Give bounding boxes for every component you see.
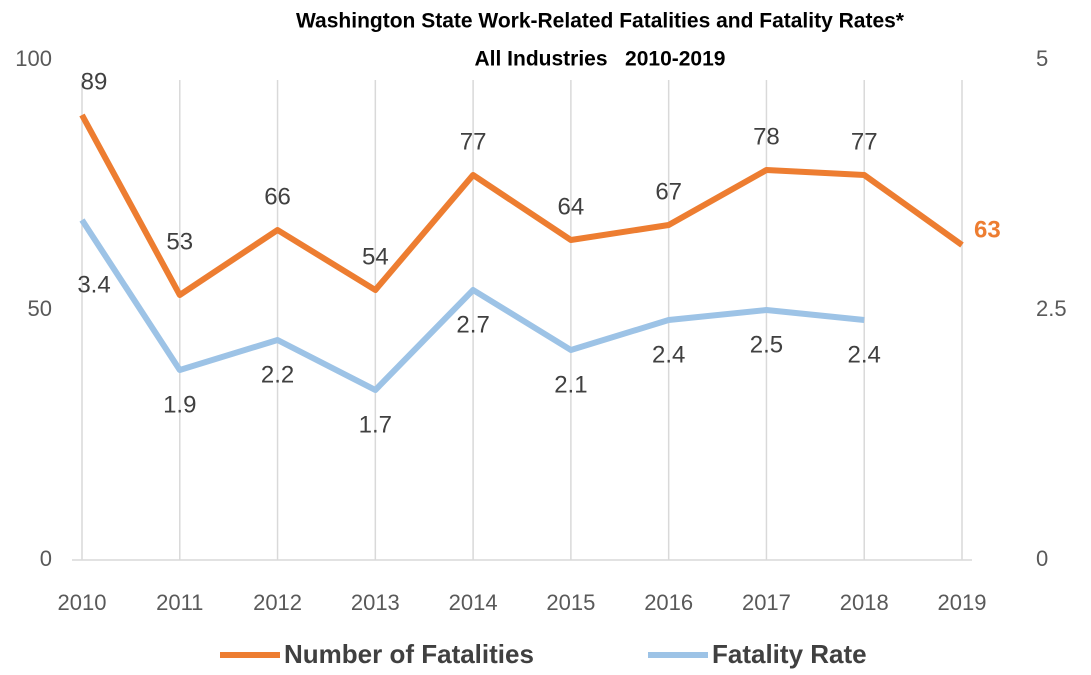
chart-subtitle: All Industries 2010-2019 bbox=[475, 48, 726, 71]
data-label: 2.4 bbox=[652, 341, 685, 368]
data-label: 77 bbox=[851, 128, 878, 155]
y-tick-label: 50 bbox=[28, 296, 52, 321]
data-label: 66 bbox=[264, 183, 291, 210]
data-label: 2.1 bbox=[554, 371, 587, 398]
data-label: 54 bbox=[362, 243, 389, 270]
x-tick-label: 2016 bbox=[644, 590, 693, 615]
legend-label: Number of Fatalities bbox=[284, 639, 534, 669]
x-tick-label: 2011 bbox=[156, 590, 203, 615]
chart-title: Washington State Work-Related Fatalities… bbox=[296, 10, 905, 33]
data-label: 77 bbox=[460, 128, 487, 155]
y-tick-label: 0 bbox=[40, 546, 52, 571]
data-label: 78 bbox=[753, 123, 780, 150]
data-label: 2.7 bbox=[456, 311, 489, 338]
data-label: 1.9 bbox=[163, 391, 196, 418]
data-label: 2.4 bbox=[848, 341, 881, 368]
y2-tick-label: 2.5 bbox=[1036, 296, 1067, 321]
x-tick-label: 2015 bbox=[546, 590, 595, 615]
y2-tick-label: 0 bbox=[1036, 546, 1048, 571]
series-line bbox=[79, 218, 865, 393]
x-tick-label: 2010 bbox=[58, 590, 107, 615]
x-tick-label: 2019 bbox=[938, 590, 987, 615]
data-label: 64 bbox=[558, 193, 585, 220]
legend-label: Fatality Rate bbox=[712, 639, 867, 669]
data-label: 2.2 bbox=[261, 361, 294, 388]
data-label: 63 bbox=[974, 216, 1001, 243]
data-label: 1.7 bbox=[359, 411, 392, 438]
y2-tick-label: 5 bbox=[1036, 46, 1048, 71]
data-label: 89 bbox=[81, 68, 108, 95]
data-label: 2.5 bbox=[750, 331, 783, 358]
data-label: 53 bbox=[166, 228, 193, 255]
x-tick-label: 2018 bbox=[840, 590, 889, 615]
x-tick-label: 2013 bbox=[351, 590, 400, 615]
y-tick-label: 100 bbox=[15, 46, 52, 71]
data-label: 3.4 bbox=[77, 271, 110, 298]
x-tick-label: 2014 bbox=[449, 590, 498, 615]
data-label: 67 bbox=[655, 178, 682, 205]
series-line bbox=[79, 113, 964, 298]
x-tick-label: 2012 bbox=[253, 590, 302, 615]
x-tick-label: 2017 bbox=[742, 590, 791, 615]
